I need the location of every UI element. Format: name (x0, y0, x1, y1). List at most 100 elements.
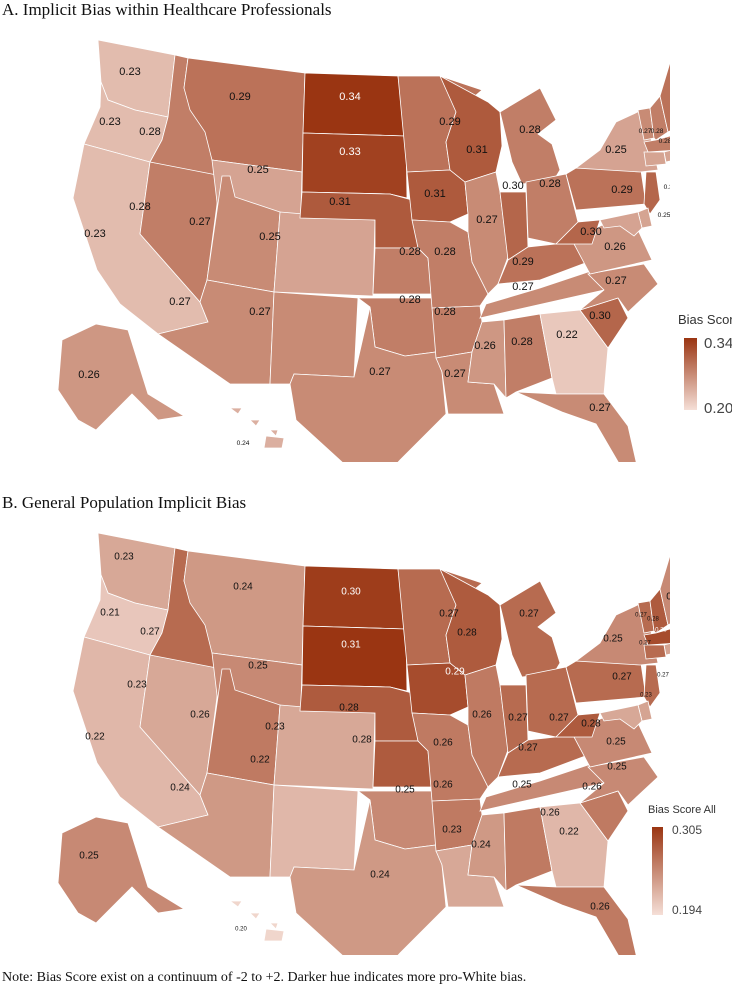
panel-b-label-ct: 0.27 (639, 641, 651, 647)
panel-b-state-sd (301, 625, 408, 692)
panel-a-label-va: 0.26 (604, 241, 625, 253)
panel-a-value-labels: 0.23 0.23 0.23 0.28 0.28 0.29 0.25 0.27 0.27 0.25… (78, 66, 670, 447)
panel-b-label-la: 0.23 (442, 825, 462, 836)
panel-a-state-mi (499, 87, 561, 185)
panel-b-state-nc (579, 756, 659, 806)
panel-b-legend-color-bar (652, 827, 663, 915)
panel-a-label-mi: 0.28 (519, 124, 540, 136)
panel-a-label-oh: 0.28 (539, 178, 560, 190)
panel-b-state-hi (228, 900, 243, 908)
panel-b-state-hi-3 (263, 928, 285, 942)
panel-b-state-hi-1 (249, 912, 261, 920)
panel-a-label-ak: 0.26 (78, 369, 99, 381)
footnote: Note: Bias Score exist on a continuum of… (2, 970, 527, 985)
panel-b-label-in: 0.27 (508, 713, 528, 724)
panel-b-label-sd: 0.31 (341, 640, 361, 651)
panel-a-state-nh (649, 95, 669, 141)
panel-a-label-co: 0.25 (259, 231, 280, 243)
panel-b-label-pa: 0.27 (612, 672, 632, 683)
panel-a-label-ut: 0.27 (189, 216, 210, 228)
panel-b-state-md (599, 704, 643, 730)
panel-b-label-az: 0.24 (170, 783, 190, 794)
panel-a-state-hi-2 (269, 429, 279, 437)
panel-a-state-me (659, 61, 670, 133)
panel-b-label-tn: 0.25 (512, 780, 532, 791)
panel-a-label-id: 0.28 (139, 126, 160, 138)
panel-b-state-wv (555, 712, 601, 738)
panel-b-state-pa (565, 656, 647, 704)
panel-b-label-ne: 0.28 (339, 703, 359, 714)
panel-b-legend-title: Bias Score All (648, 804, 716, 816)
panel-a-state-fl (515, 391, 637, 462)
panel-a-label-md: 0.25 (658, 212, 670, 219)
panel-a-state-co (273, 211, 376, 297)
panel-a-label-nh: 0.28 (651, 128, 664, 135)
panel-a-legend: Bias Score 0.34 0.201 (678, 312, 732, 432)
panel-a-label-or: 0.23 (99, 116, 120, 128)
panel-b-label-ga: 0.22 (559, 827, 579, 838)
panel-a-label-nv: 0.28 (129, 201, 150, 213)
panel-b-state-co (273, 704, 376, 790)
panel-b-label-nm: 0.22 (250, 755, 270, 766)
panel-a-legend-min: 0.201 (704, 400, 732, 417)
panel-a-label-ca: 0.23 (84, 228, 105, 240)
panel-b-label-wy: 0.25 (248, 661, 268, 672)
panel-a-label-ma: 0.28 (659, 138, 670, 145)
panel-b-legend: Bias Score All 0.305 0.194 (648, 804, 728, 924)
panel-a-label-nc: 0.27 (605, 275, 626, 287)
panel-b-label-nj: 0.27 (657, 673, 669, 679)
panel-b-legend-max: 0.305 (672, 823, 703, 837)
panel-a-legend-max: 0.34 (704, 335, 732, 352)
panel-a-state-al (503, 313, 553, 399)
panel-b-state-il (464, 664, 509, 788)
panel-a-state-ma (643, 135, 670, 153)
panel-a-label-il: 0.27 (476, 214, 497, 226)
panel-b-choropleth-map: 0.23 0.21 0.22 0.23 0.27 0.24 0.25 0.26 0.24 0.23… (57, 532, 670, 955)
panel-b-label-ia: 0.29 (445, 667, 465, 678)
panel-a-label-ia: 0.31 (424, 188, 445, 200)
panel-a-state-ak (57, 323, 186, 431)
panel-a-state-md (599, 211, 643, 237)
panel-b-label-ma: 0.29 (655, 628, 667, 634)
panel-a-label-nd: 0.34 (339, 91, 360, 103)
panel-a-label-tn: 0.27 (512, 281, 533, 293)
panel-a-state-ct (643, 151, 667, 167)
panel-a-label-sc: 0.30 (589, 310, 610, 322)
panel-b-label-va: 0.25 (606, 737, 626, 748)
panel-a-label-ky: 0.29 (512, 256, 533, 268)
panel-a-label-vt: 0.27 (639, 128, 652, 135)
panel-a-state-hi-3 (263, 435, 285, 449)
panel-b-label-sc: 0.26 (582, 782, 602, 793)
panel-b-states (57, 532, 670, 955)
panel-b-label-tx: 0.24 (370, 870, 390, 881)
panel-a-label-mo: 0.28 (434, 246, 455, 258)
panel-b-label-fl: 0.26 (590, 902, 610, 913)
panel-b-label-nv: 0.23 (127, 680, 147, 691)
panel-b-label-wa: 0.23 (114, 552, 134, 563)
panel-a-label-wv: 0.30 (580, 226, 601, 238)
panel-a-state-nm (269, 291, 359, 385)
panel-b-label-il: 0.26 (472, 710, 492, 721)
panel-b-label-hi: 0.20 (235, 927, 247, 933)
panel-a-state-il (464, 171, 509, 295)
panel-b-label-ok: 0.25 (395, 785, 415, 796)
panel-a-label-ks: 0.28 (399, 246, 420, 258)
panel-a-label-mn: 0.29 (439, 116, 460, 128)
panel-b-value-labels: 0.23 0.21 0.22 0.23 0.27 0.24 0.25 0.26 0.24 0.23… (79, 552, 670, 933)
panel-a-choropleth-map: 0.23 0.23 0.23 0.28 0.28 0.29 0.25 0.27 0.27 0.25… (57, 39, 670, 462)
panel-a-label-al: 0.28 (511, 336, 532, 348)
panel-a-state-hi (228, 407, 243, 415)
panel-a-label-wa: 0.23 (119, 66, 140, 78)
panel-a-state-nd (302, 72, 407, 137)
panel-b-label-mo: 0.26 (433, 738, 453, 749)
panel-b-label-mn: 0.27 (439, 609, 459, 620)
panel-a-label-nm: 0.27 (249, 306, 270, 318)
panel-b-label-oh: 0.27 (549, 713, 569, 724)
panel-a-label-wi: 0.31 (466, 144, 487, 156)
panel-b-label-id: 0.27 (140, 627, 160, 638)
panel-a-label-wy: 0.25 (247, 164, 268, 176)
panel-a-legend-title: Bias Score (678, 312, 732, 327)
panel-b-state-ma (643, 628, 670, 646)
panel-a-label-ar: 0.28 (434, 306, 455, 318)
panel-b-label-mi: 0.27 (519, 609, 539, 620)
